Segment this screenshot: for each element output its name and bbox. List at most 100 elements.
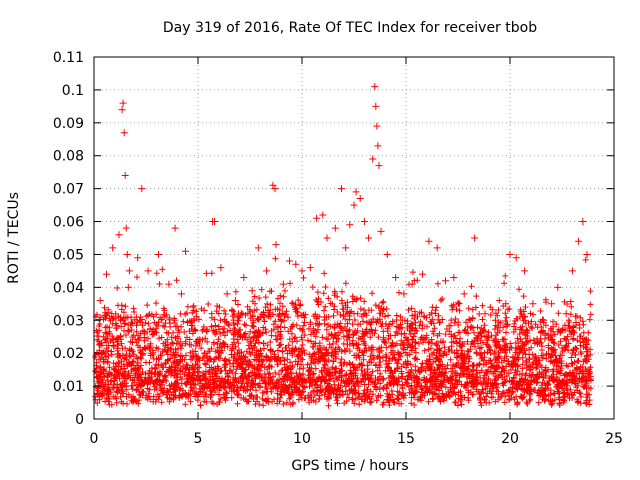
- data-point: [442, 277, 449, 285]
- data-point: [371, 83, 379, 91]
- data-point: [263, 267, 271, 275]
- data-point: [338, 185, 345, 193]
- y-tick-label: 0.03: [53, 313, 84, 329]
- y-tick-label: 0.04: [53, 280, 84, 296]
- data-point: [124, 283, 132, 291]
- data-point: [579, 218, 587, 225]
- x-tick-label: 10: [293, 431, 311, 447]
- data-point: [298, 267, 306, 275]
- data-point: [182, 247, 189, 255]
- data-point: [190, 306, 198, 314]
- data-point: [373, 122, 381, 130]
- data-point: [529, 300, 537, 308]
- y-tick-label: 0.02: [53, 346, 84, 362]
- data-point: [313, 214, 321, 222]
- data-point: [134, 254, 142, 262]
- y-tick-label: 0.01: [53, 379, 84, 395]
- x-axis-ticks: 0 5 10 15 20 25: [90, 57, 623, 447]
- data-point: [575, 237, 583, 245]
- data-point: [292, 260, 300, 268]
- data-point: [121, 172, 129, 179]
- data-point: [365, 234, 373, 242]
- y-tick-label: 0.06: [53, 215, 84, 231]
- data-point: [377, 227, 385, 235]
- data-point: [96, 297, 104, 304]
- data-point: [433, 244, 441, 252]
- data-point: [471, 234, 479, 242]
- x-tick-label: 25: [605, 431, 623, 447]
- data-point: [548, 300, 556, 308]
- data-point: [506, 251, 514, 258]
- data-point: [125, 267, 133, 275]
- data-point: [144, 267, 152, 275]
- data-point: [319, 211, 327, 219]
- data-points: [96, 83, 591, 324]
- x-tick-label: 15: [397, 431, 415, 447]
- x-tick-label: 20: [501, 431, 519, 447]
- chart-title: Day 319 of 2016, Rate Of TEC Index for r…: [163, 20, 537, 36]
- data-point: [122, 224, 130, 232]
- data-point: [248, 287, 256, 295]
- data-point: [200, 306, 208, 314]
- data-point: [356, 195, 364, 202]
- data-point: [346, 221, 354, 229]
- data-point: [450, 274, 458, 281]
- y-tick-label: 0.1: [62, 83, 84, 99]
- x-axis-title: GPS time / hours: [291, 458, 408, 474]
- y-axis-ticks: 0 0.01 0.02 0.03 0.04 0.05 0.06 0.07 0.08 0.09 0.1…: [53, 50, 614, 428]
- x-tick-label: 0: [90, 431, 99, 447]
- data-point: [400, 290, 408, 298]
- data-point: [583, 251, 591, 258]
- data-point: [271, 185, 279, 193]
- data-point: [491, 316, 499, 324]
- data-point: [568, 267, 576, 275]
- data-point: [375, 162, 383, 170]
- dense-data-cloud: [92, 255, 594, 409]
- data-point: [177, 290, 185, 298]
- data-point: [481, 310, 489, 318]
- data-point: [554, 283, 562, 291]
- data-point: [306, 264, 314, 272]
- data-point: [240, 274, 248, 281]
- y-axis-title: ROTI / TECUs: [6, 192, 22, 284]
- data-point: [231, 297, 239, 304]
- data-point: [171, 224, 179, 232]
- data-point: [272, 241, 280, 249]
- data-point: [323, 234, 331, 242]
- data-point: [331, 224, 339, 232]
- y-tick-label: 0: [75, 412, 84, 428]
- data-point: [217, 264, 225, 272]
- data-point: [512, 254, 520, 262]
- data-point: [383, 251, 391, 258]
- x-tick-label: 5: [194, 431, 203, 447]
- data-point: [372, 102, 380, 110]
- data-point: [425, 237, 433, 245]
- data-point: [109, 244, 117, 252]
- data-point: [539, 316, 547, 324]
- data-point: [123, 251, 131, 258]
- data-point: [165, 280, 173, 288]
- data-point: [118, 106, 126, 114]
- data-point: [254, 244, 262, 252]
- y-tick-label: 0.05: [53, 247, 84, 263]
- data-point: [521, 267, 529, 275]
- data-point: [103, 270, 110, 278]
- data-point: [360, 218, 368, 225]
- data-point: [120, 129, 128, 137]
- y-tick-label: 0.11: [53, 50, 84, 66]
- data-point: [211, 218, 219, 225]
- data-point: [342, 244, 350, 252]
- data-cloud-path: [92, 255, 594, 409]
- data-point: [138, 185, 146, 193]
- plot-frame: [93, 56, 615, 420]
- data-point: [352, 188, 360, 196]
- data-point: [460, 290, 468, 298]
- y-tick-label: 0.08: [53, 149, 84, 165]
- data-point: [119, 99, 127, 107]
- data-point: [115, 231, 123, 239]
- data-point: [369, 155, 377, 163]
- data-point: [155, 251, 162, 258]
- data-point: [279, 280, 287, 288]
- data-point: [350, 201, 358, 209]
